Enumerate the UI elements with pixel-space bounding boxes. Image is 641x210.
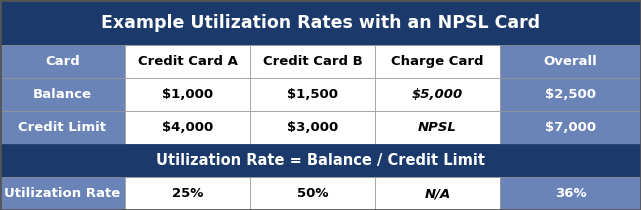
Text: $4,000: $4,000 [162, 121, 213, 134]
Text: 50%: 50% [297, 187, 328, 200]
Bar [125, 111, 250, 144]
Text: NPSL: NPSL [418, 121, 457, 134]
Bar [0, 78, 125, 111]
Bar [500, 111, 641, 144]
Bar [125, 78, 250, 111]
Bar [250, 177, 375, 210]
Bar [500, 78, 641, 111]
Bar [0, 0, 641, 45]
Text: $2,500: $2,500 [545, 88, 596, 101]
Text: Balance: Balance [33, 88, 92, 101]
Text: Credit Card A: Credit Card A [138, 55, 237, 68]
Text: Utilization Rate = Balance / Credit Limit: Utilization Rate = Balance / Credit Limi… [156, 153, 485, 168]
Text: Credit Card B: Credit Card B [263, 55, 362, 68]
Bar [0, 111, 125, 144]
Text: $1,500: $1,500 [287, 88, 338, 101]
Bar [0, 144, 641, 177]
Text: $3,000: $3,000 [287, 121, 338, 134]
Bar [250, 78, 375, 111]
Bar [500, 177, 641, 210]
Text: Card: Card [45, 55, 80, 68]
Bar [375, 45, 500, 78]
Text: Overall: Overall [544, 55, 597, 68]
Bar [250, 111, 375, 144]
Text: Example Utilization Rates with an NPSL Card: Example Utilization Rates with an NPSL C… [101, 14, 540, 32]
Bar [375, 111, 500, 144]
Bar [250, 45, 375, 78]
Bar [500, 45, 641, 78]
Text: Credit Limit: Credit Limit [19, 121, 106, 134]
Bar [375, 177, 500, 210]
Bar [0, 45, 125, 78]
Text: $5,000: $5,000 [412, 88, 463, 101]
Text: Utilization Rate: Utilization Rate [4, 187, 121, 200]
Bar [0, 177, 125, 210]
Bar [125, 45, 250, 78]
Text: N/A: N/A [424, 187, 451, 200]
Text: $7,000: $7,000 [545, 121, 596, 134]
Bar [125, 177, 250, 210]
Text: 25%: 25% [172, 187, 203, 200]
Text: 36%: 36% [554, 187, 587, 200]
Text: Charge Card: Charge Card [391, 55, 484, 68]
Text: $1,000: $1,000 [162, 88, 213, 101]
Bar [375, 78, 500, 111]
